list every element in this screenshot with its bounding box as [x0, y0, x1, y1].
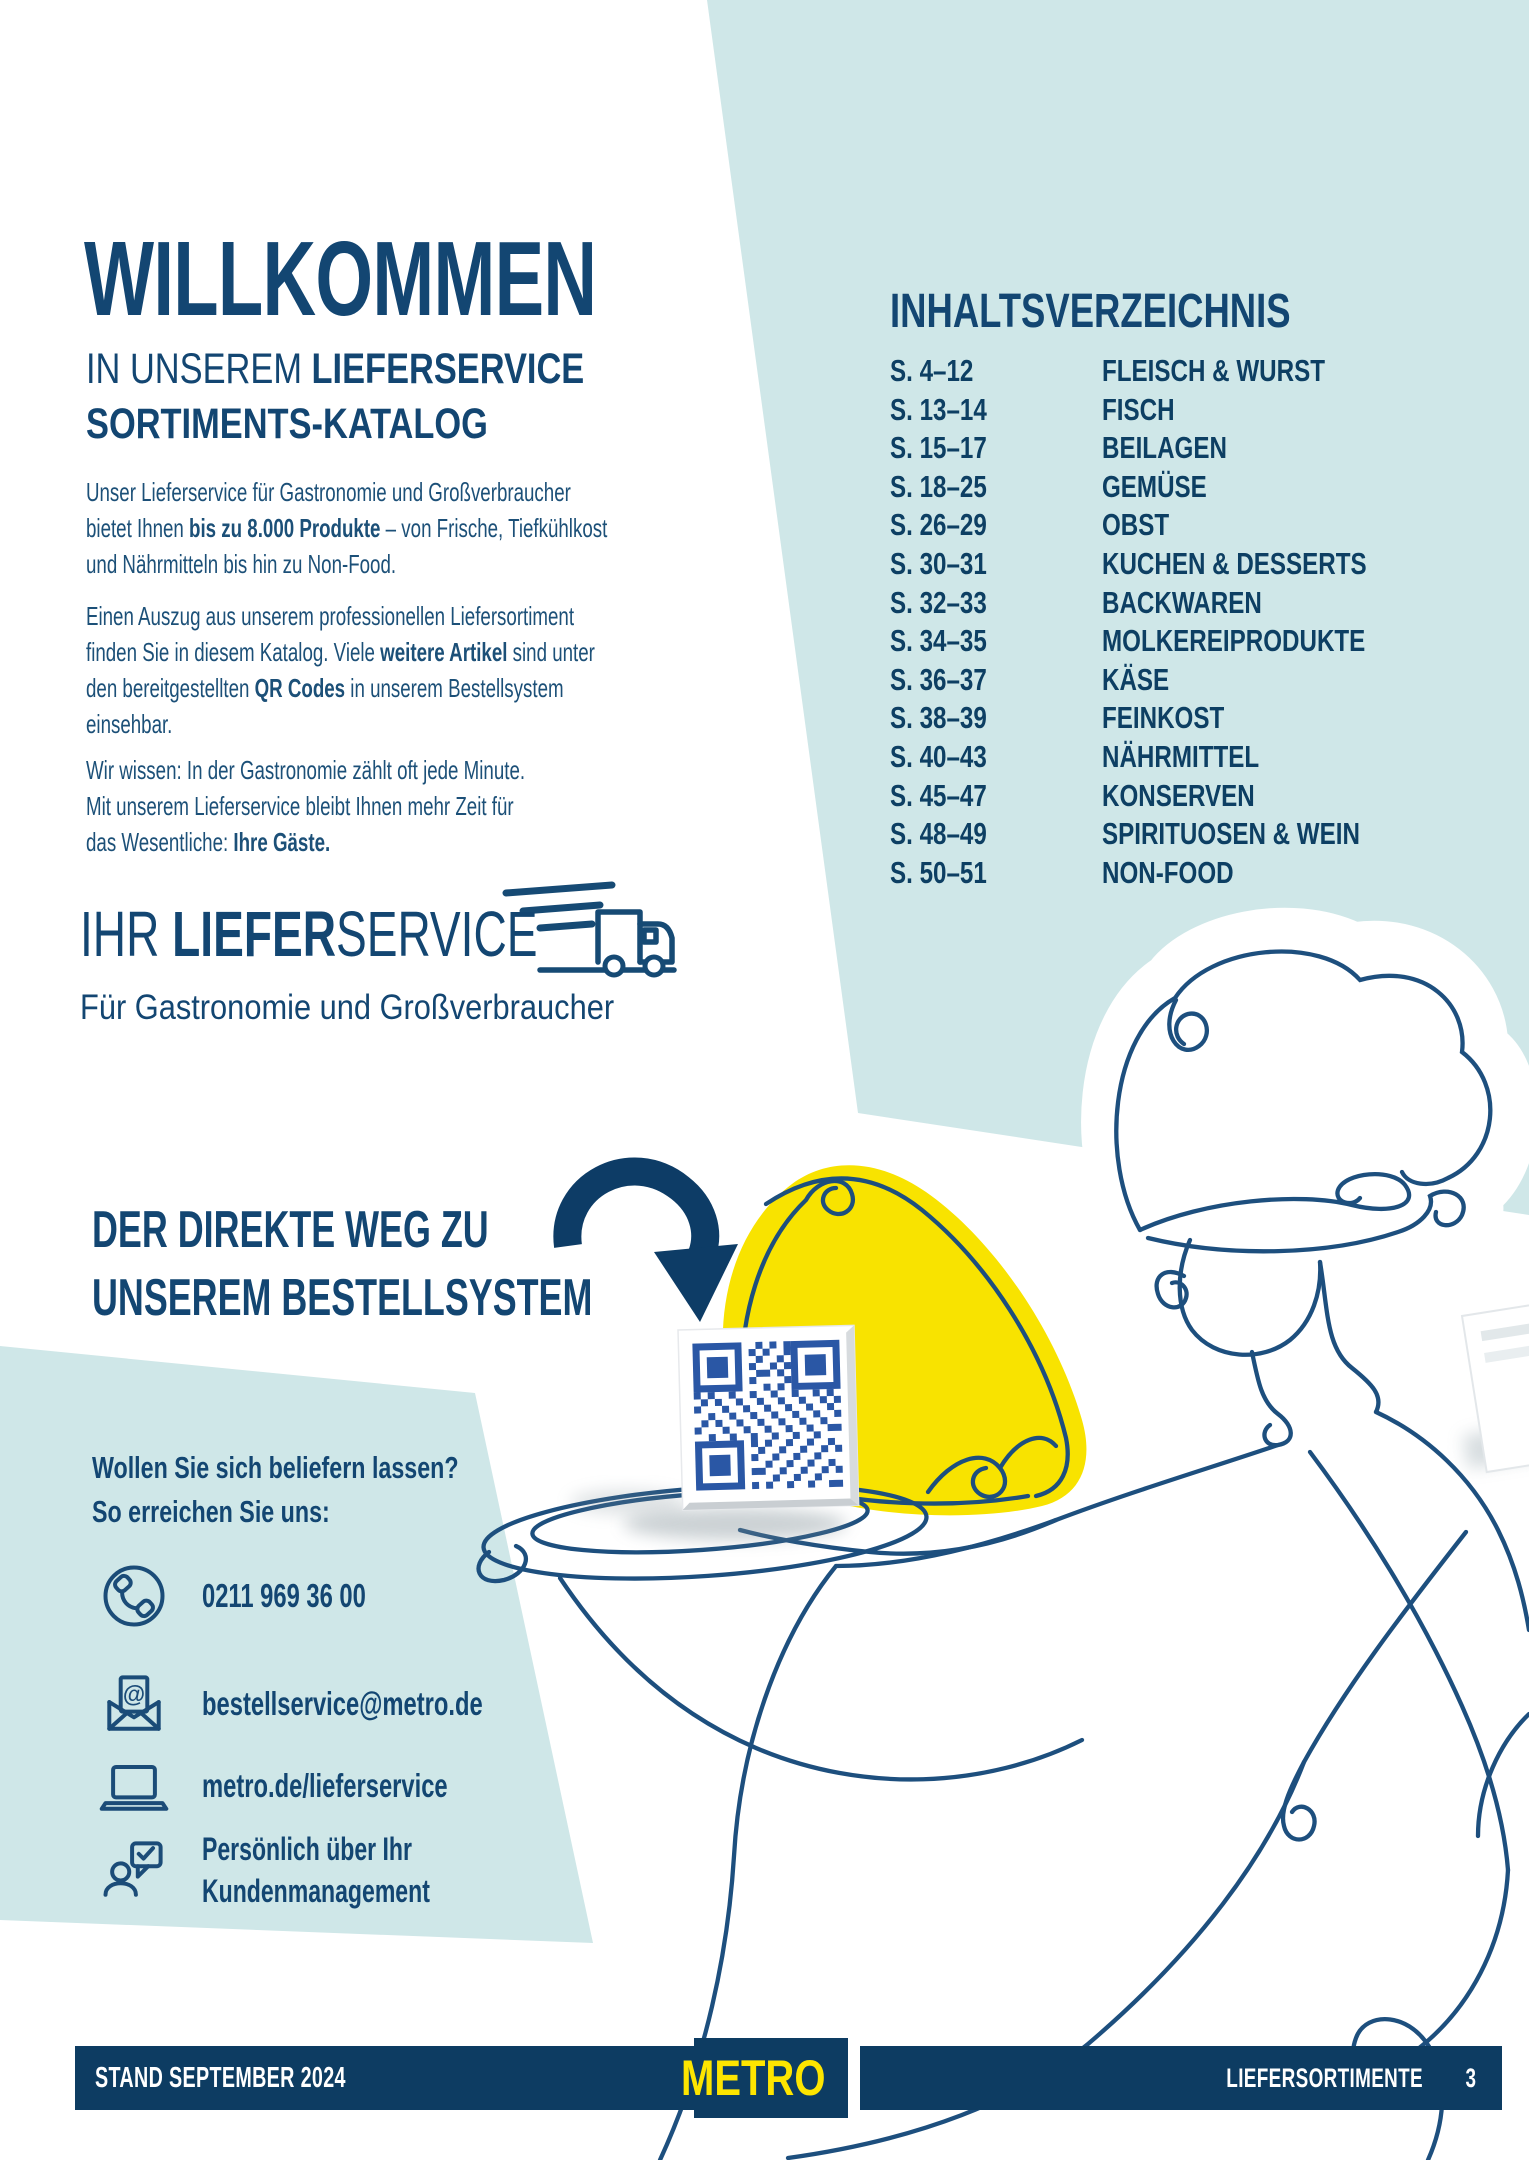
- white-card: [1460, 1294, 1529, 1474]
- contact-personal: Persönlich über Ihr Kundenmanagement: [202, 1831, 430, 1909]
- contact-phone[interactable]: 0211 969 36 00: [202, 1577, 366, 1614]
- contact-row-phone: 0211 969 36 00: [96, 1558, 430, 1634]
- toc-row[interactable]: S. 4–12 FLEISCH & WURST: [890, 353, 1325, 388]
- contact-web[interactable]: metro.de/lieferservice: [202, 1767, 448, 1804]
- truck-icon: [502, 881, 677, 978]
- phone-icon: [103, 1565, 165, 1627]
- svg-text:@: @: [123, 1681, 145, 1707]
- subtitle-bold: LIEFERSERVICE: [311, 345, 585, 393]
- toc-row[interactable]: S. 18–25 GEMÜSE: [890, 468, 1207, 504]
- toc-list: S. 4–12 FLEISCH & WURST S. 13–14 FISCH S. …: [890, 352, 1441, 892]
- contact-heading: Wollen Sie sich beliefern lassen? So err…: [92, 1450, 459, 1529]
- intro-paragraph-1: Unser Lieferservice für Gastronomie und …: [86, 477, 608, 579]
- toc-row[interactable]: S. 36–37 KÄSE: [890, 661, 1170, 697]
- subtitle-line2: SORTIMENTS-KATALOG: [86, 400, 488, 448]
- intro-paragraph-3: Wir wissen: In der Gastronomie zählt oft…: [86, 755, 526, 857]
- toc-row[interactable]: S. 32–33 BACKWAREN: [890, 584, 1262, 620]
- toc-row[interactable]: S. 15–17 BEILAGEN: [890, 430, 1227, 466]
- metro-wordmark: METRO: [680, 2050, 826, 2106]
- contact-email[interactable]: bestellservice@metro.de: [202, 1685, 483, 1722]
- footer-section: LIEFERSORTIMENTE: [1226, 2062, 1423, 2093]
- subtitle-regular: IN UNSEREM: [86, 345, 312, 393]
- toc-row[interactable]: S. 30–31 KUCHEN & DESSERTS: [890, 545, 1367, 581]
- panel-top-right: [707, 0, 1529, 1215]
- intro-paragraph-2: Einen Auszug aus unserem professionellen…: [86, 601, 595, 739]
- contact-row-personal: Persönlich über Ihr Kundenmanagement: [96, 1828, 518, 1912]
- lieferservice-tagline: Für Gastronomie und Großverbraucher: [80, 988, 615, 1027]
- contact-row-email: @ bestellservice@metro.de: [96, 1666, 592, 1742]
- toc-row[interactable]: S. 38–39 FEINKOST: [890, 700, 1225, 736]
- contact-row-web: metro.de/lieferservice: [96, 1748, 543, 1824]
- order-system-heading: DER DIREKTE WEG ZU UNSEREM BESTELLSYSTEM: [92, 1201, 593, 1327]
- footer-date: STAND SEPTEMBER 2024: [95, 2061, 346, 2094]
- footer-date-bar: STAND SEPTEMBER 2024: [75, 2046, 709, 2110]
- toc-row[interactable]: S. 40–43 NÄHRMITTEL: [890, 738, 1260, 774]
- panel-bottom-left: [0, 1346, 593, 1943]
- laptop-icon: [99, 1765, 169, 1811]
- qr-code[interactable]: [570, 1324, 860, 1540]
- arrow-down-icon: [553, 1157, 738, 1322]
- support-icon: [103, 1841, 163, 1897]
- lieferservice-logo: IHR LIEFERSERVICE: [80, 898, 538, 970]
- email-icon: @: [107, 1675, 161, 1731]
- footer-page-number: 3: [1465, 2062, 1476, 2093]
- toc-row[interactable]: S. 45–47 KONSERVEN: [890, 777, 1255, 813]
- toc-row[interactable]: S. 26–29 OBST: [890, 507, 1170, 543]
- metro-logo: METRO: [681, 2038, 848, 2118]
- footer-section-bar: LIEFERSORTIMENTE 3: [860, 2046, 1502, 2110]
- page-subtitle: IN UNSEREM LIEFERSERVICE SORTIMENTS-KATA…: [86, 342, 709, 452]
- toc-row[interactable]: S. 50–51 NON-FOOD: [890, 854, 1234, 890]
- toc-row[interactable]: S. 34–35 MOLKEREIPRODUKTE: [890, 623, 1366, 659]
- chef-hat-halo: [1081, 907, 1529, 1332]
- toc-row[interactable]: S. 13–14 FISCH: [890, 391, 1175, 427]
- toc-title: INHALTSVERZEICHNIS: [890, 285, 1291, 338]
- toc-row[interactable]: S. 48–49 SPIRITUOSEN & WEIN: [890, 816, 1360, 852]
- page-title: WILLKOMMEN: [84, 220, 597, 338]
